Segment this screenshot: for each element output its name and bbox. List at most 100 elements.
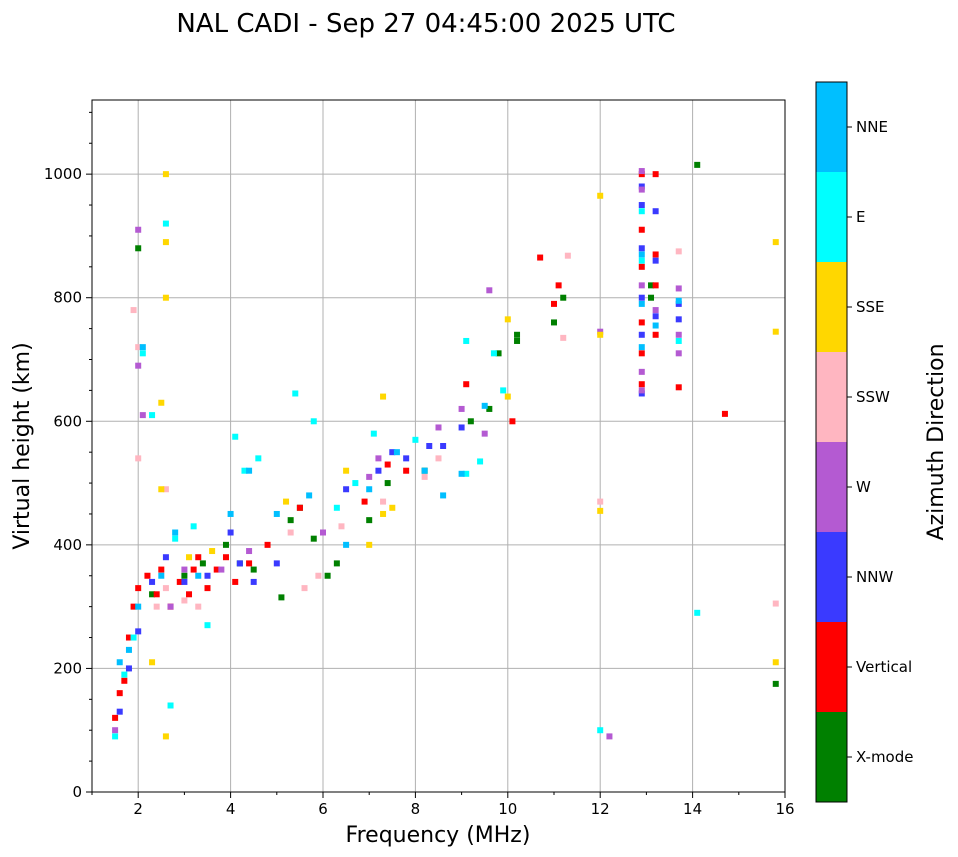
data-point (652, 282, 659, 289)
colorbar: X-mode Vertical NNW W SSW SSE E NNE (815, 81, 913, 803)
colorbar-tick-label: Vertical (856, 658, 912, 676)
data-point (380, 510, 387, 517)
data-point (333, 504, 340, 511)
data-point (338, 523, 345, 530)
data-point (139, 350, 146, 357)
colorbar-tick-label: W (856, 478, 871, 496)
series-nne (116, 251, 682, 666)
plot-area: 2 4 6 8 10 12 14 16 0 200 400 600 800 1000 (44, 99, 795, 818)
data-point (440, 443, 447, 449)
data-point (481, 402, 488, 409)
data-point (232, 578, 239, 585)
data-point (190, 523, 197, 530)
data-point (135, 628, 142, 635)
series-sse (149, 171, 779, 740)
data-point (638, 390, 645, 397)
data-point (195, 554, 202, 561)
data-point (389, 504, 396, 511)
data-point (638, 350, 645, 357)
x-axis-label: Frequency (MHz) (346, 823, 531, 848)
data-point (315, 572, 322, 579)
data-point (509, 418, 516, 425)
data-point (675, 337, 682, 344)
data-point (389, 449, 396, 456)
y-tick-label: 1000 (44, 165, 82, 183)
data-point (597, 507, 604, 514)
data-point (380, 498, 387, 505)
data-point (652, 171, 659, 178)
plot-background (92, 100, 785, 792)
data-point (638, 168, 645, 175)
data-point (652, 251, 659, 258)
data-point (648, 294, 655, 301)
data-point (652, 331, 659, 338)
data-point (246, 467, 253, 474)
data-point (772, 328, 779, 335)
series-nnw (116, 183, 682, 715)
data-point (481, 430, 488, 437)
data-point (366, 541, 373, 548)
data-point (149, 578, 156, 585)
data-point (218, 566, 225, 573)
data-point (273, 510, 280, 517)
data-point (648, 282, 655, 289)
data-point (130, 603, 137, 610)
data-point (112, 733, 119, 740)
data-point (158, 399, 165, 406)
data-point (181, 572, 188, 579)
x-tick-label: 8 (411, 800, 421, 818)
data-point (652, 313, 659, 320)
data-point (162, 585, 169, 592)
data-point (139, 412, 146, 419)
data-point (694, 609, 701, 616)
data-point (638, 171, 645, 178)
data-point (301, 585, 308, 592)
data-point (597, 727, 604, 734)
y-tick-label: 400 (53, 536, 82, 554)
data-point (380, 393, 387, 400)
colorbar-swatch (816, 82, 847, 172)
data-point (343, 486, 350, 493)
data-point (172, 535, 179, 542)
data-point (458, 470, 465, 477)
data-point (412, 436, 419, 443)
data-point (638, 202, 645, 209)
data-point (116, 708, 123, 715)
series-ssw (130, 248, 779, 610)
data-point (560, 294, 567, 301)
data-point (555, 282, 562, 289)
data-point (292, 390, 299, 397)
colorbar-tick-label: X-mode (856, 748, 913, 766)
data-point (287, 529, 294, 536)
data-point (116, 659, 123, 666)
data-point (195, 572, 202, 579)
data-point (638, 186, 645, 193)
data-point (638, 381, 645, 388)
x-axis-ticks: 2 4 6 8 10 12 14 16 (91, 792, 795, 818)
data-point (135, 226, 142, 233)
data-point (222, 554, 229, 561)
data-point (560, 334, 567, 341)
data-point (190, 566, 197, 573)
data-point (384, 461, 391, 468)
x-tick-label: 4 (226, 800, 236, 818)
data-point (343, 541, 350, 548)
data-point (638, 257, 645, 264)
data-point (500, 387, 507, 394)
data-point (273, 560, 280, 567)
data-point (139, 344, 146, 351)
data-point (162, 486, 169, 493)
data-point (495, 350, 502, 357)
colorbar-tick-label: NNW (856, 568, 893, 586)
data-point (149, 659, 156, 666)
data-point (638, 294, 645, 301)
data-point (694, 161, 701, 168)
colorbar-swatch (816, 352, 847, 442)
data-point (458, 424, 465, 431)
data-point (172, 529, 179, 536)
data-point (264, 541, 271, 548)
data-point (181, 566, 188, 573)
data-point (186, 591, 193, 598)
data-point (227, 510, 234, 517)
data-point (232, 433, 239, 440)
